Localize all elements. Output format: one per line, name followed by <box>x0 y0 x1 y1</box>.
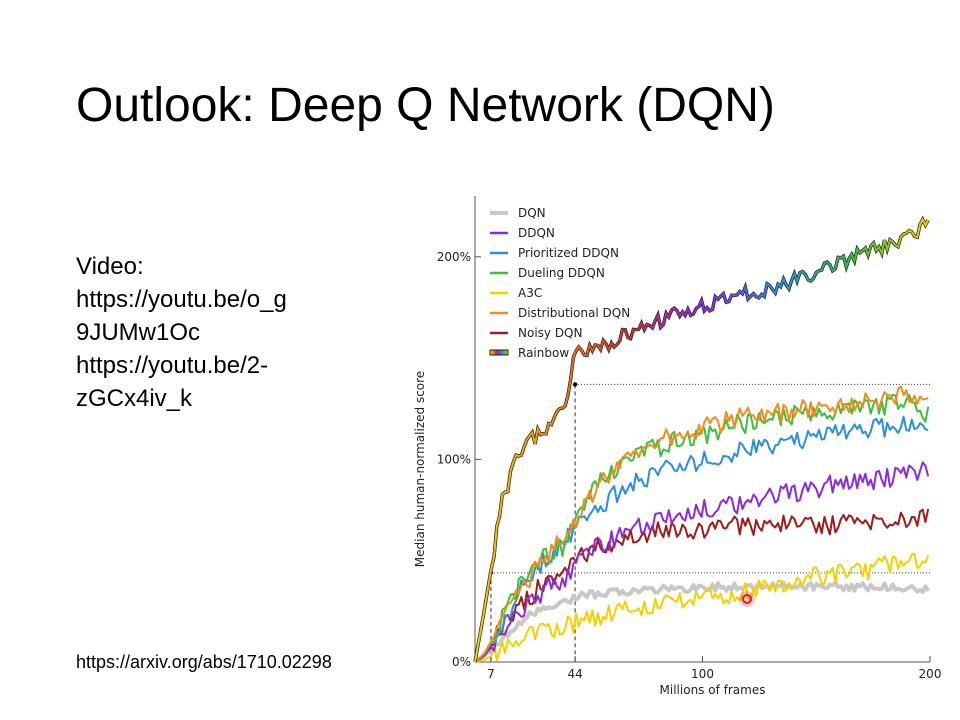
video-link-1-part-1[interactable]: https://youtu.be/o_g <box>76 286 287 313</box>
y-tick-label: 200% <box>437 250 471 264</box>
legend-label-rainbow: Rainbow <box>518 346 569 360</box>
legend-label-noisy-dqn: Noisy DQN <box>518 326 582 340</box>
pointer-marker <box>742 594 752 604</box>
x-tick-label: 7 <box>487 667 495 681</box>
series-line-a3c <box>474 552 930 663</box>
y-axis-label: Median human-normalized score <box>413 371 427 567</box>
legend-label-dqn: DQN <box>518 206 546 220</box>
x-tick-label: 200 <box>919 667 942 681</box>
x-tick-label: 44 <box>567 667 582 681</box>
series-line-distributional-dqn <box>474 385 929 663</box>
legend-label-dueling-ddqn: Dueling DDQN <box>518 266 605 280</box>
x-tick-label: 100 <box>691 667 714 681</box>
video-label: Video: <box>76 253 144 280</box>
video-link-1-part-2[interactable]: 9JUMw1Oc <box>76 319 201 346</box>
slide-title: Outlook: Deep Q Network (DQN) <box>76 79 775 132</box>
series-line-rainbow <box>474 217 930 663</box>
legend-swatch-rainbow <box>489 349 509 356</box>
series-line-prioritized-ddqn <box>474 415 929 663</box>
pointer-glow <box>739 591 755 607</box>
y-tick-label: 100% <box>437 452 471 466</box>
series-line-noisy-dqn <box>474 508 930 663</box>
legend-label-a3c: A3C <box>518 286 542 300</box>
series-line-ddqn <box>474 461 930 663</box>
video-links: Video: https://youtu.be/o_g 9JUMw1Oc htt… <box>76 250 287 415</box>
legend-label-prioritized-ddqn: Prioritized DDQN <box>518 246 619 260</box>
reference-point <box>572 382 578 387</box>
series-line-dqn <box>473 580 930 664</box>
video-link-2-part-2[interactable]: zGCx4iv_k <box>76 385 193 412</box>
video-link-2-part-1[interactable]: https://youtu.be/2- <box>76 352 269 379</box>
legend-label-distributional-dqn: Distributional DQN <box>518 306 630 320</box>
paper-link[interactable]: https://arxiv.org/abs/1710.02298 <box>76 652 332 672</box>
x-axis-label: Millions of frames <box>660 683 766 697</box>
y-tick-label: 0% <box>452 655 471 669</box>
legend-label-ddqn: DDQN <box>518 226 555 240</box>
